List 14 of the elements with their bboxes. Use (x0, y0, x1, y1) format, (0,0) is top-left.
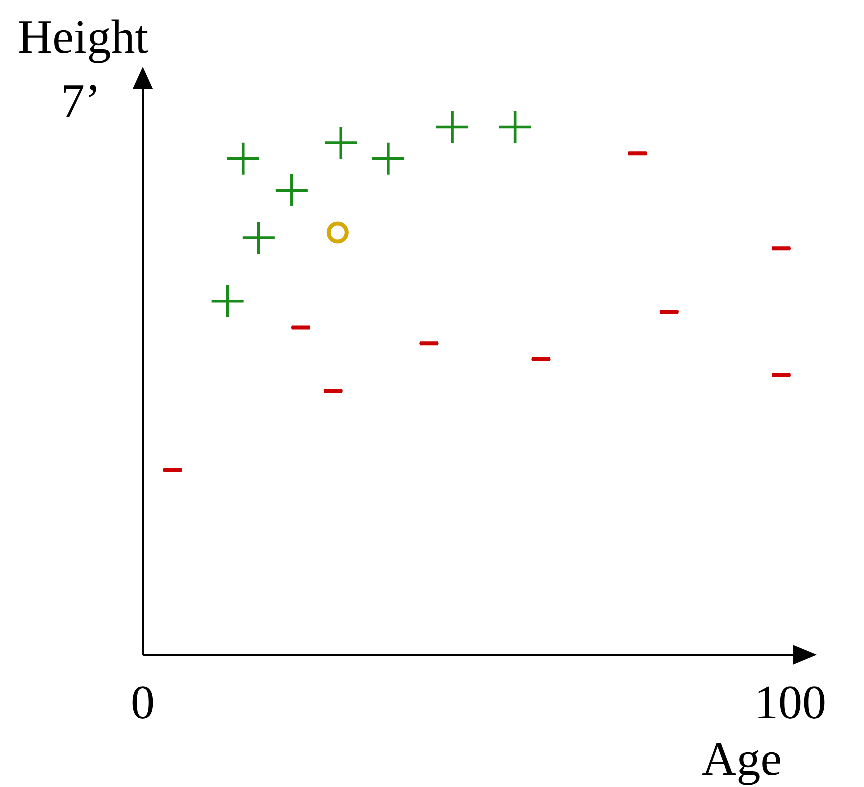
x-tick-label: 0 (131, 676, 155, 730)
point (325, 127, 358, 160)
x-axis-title: Age (702, 733, 782, 786)
point (276, 174, 308, 207)
point (436, 111, 469, 144)
point (326, 222, 349, 244)
point (499, 111, 532, 144)
y-axis-title: Height (18, 11, 150, 64)
x-tick-label: 100 (754, 676, 827, 730)
text: 7’ (61, 75, 101, 128)
point (372, 142, 404, 175)
point (227, 142, 260, 175)
point (242, 222, 275, 254)
point (212, 285, 244, 318)
